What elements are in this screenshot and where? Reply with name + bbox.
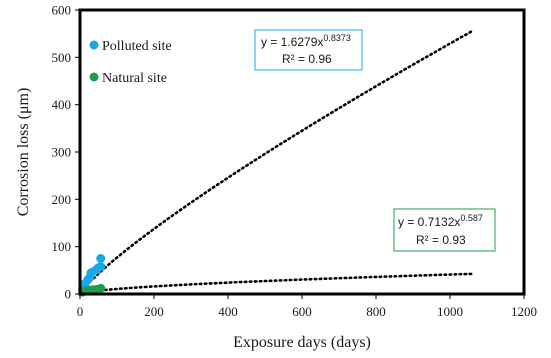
- y-tick-label: 0: [65, 287, 72, 302]
- equation-box-polluted-frame: [254, 29, 363, 71]
- equation-box-natural: y = 0.7132x0.587 R² = 0.93: [393, 208, 496, 252]
- x-tick-label: 600: [292, 304, 312, 319]
- r2-polluted: R² = 0.96: [282, 52, 332, 66]
- equation-polluted: y = 1.6279x0.8373: [261, 33, 351, 49]
- x-tick-label: 1200: [511, 304, 537, 319]
- legend-label-natural: Natural site: [102, 71, 167, 86]
- equation-natural-exponent: 0.587: [460, 213, 483, 223]
- data-points: [78, 254, 106, 297]
- x-tick-label: 200: [144, 304, 164, 319]
- equation-box-polluted: y = 1.6279x0.8373 R² = 0.96: [254, 29, 363, 71]
- r2-natural: R² = 0.93: [416, 233, 466, 247]
- y-tick-label: 100: [52, 239, 72, 254]
- y-tick-label: 600: [52, 3, 72, 18]
- legend-marker-natural: [89, 72, 99, 82]
- y-axis-label: Corrosion loss (μm): [15, 88, 32, 217]
- y-tick-label: 500: [52, 50, 72, 65]
- x-tick-label: 0: [77, 304, 84, 319]
- trendlines: [79, 29, 474, 295]
- trendline-polluted: [79, 29, 474, 295]
- y-axis-ticks: 0 100 200 300 400 500 600: [52, 3, 80, 302]
- trendline-natural: [79, 272, 474, 295]
- y-tick-label: 200: [52, 192, 72, 207]
- equation-box-natural-frame: [393, 208, 496, 252]
- x-tick-label: 1000: [437, 304, 463, 319]
- plot-area-frame: [78, 8, 526, 296]
- data-point-polluted: [96, 262, 106, 272]
- x-tick-label: 400: [218, 304, 238, 319]
- legend-marker-polluted: [89, 40, 99, 50]
- data-point-natural: [96, 283, 106, 293]
- data-point-polluted: [96, 254, 106, 263]
- legend: Polluted site Natural site: [89, 39, 172, 86]
- equation-polluted-exponent: 0.8373: [323, 33, 351, 43]
- y-tick-label: 400: [52, 97, 72, 112]
- equation-polluted-base: y = 1.6279x: [261, 35, 323, 49]
- x-tick-label: 800: [366, 304, 386, 319]
- equation-natural-base: y = 0.7132x: [398, 215, 460, 229]
- y-tick-label: 300: [52, 145, 72, 160]
- equation-natural: y = 0.7132x0.587: [398, 213, 483, 229]
- x-axis-ticks: 0 200 400 600 800 1000 1200: [77, 294, 537, 319]
- legend-label-polluted: Polluted site: [102, 39, 172, 54]
- x-axis-label: Exposure days (days): [233, 334, 371, 351]
